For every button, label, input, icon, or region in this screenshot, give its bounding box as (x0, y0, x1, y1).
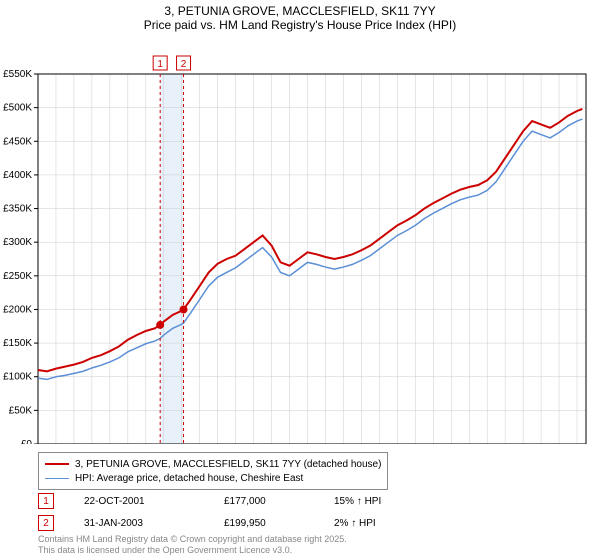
sale-marker-1 (156, 321, 164, 329)
legend: 3, PETUNIA GROVE, MACCLESFIELD, SK11 7YY… (38, 452, 388, 490)
sale-price: £199,950 (224, 518, 304, 529)
sale-date: 31-JAN-2003 (84, 518, 194, 529)
footer-line2: This data is licensed under the Open Gov… (38, 545, 347, 556)
legend-swatch (45, 478, 69, 479)
sale-marker-2 (180, 305, 188, 313)
sale-date: 22-OCT-2001 (84, 496, 194, 507)
svg-text:£200K: £200K (3, 304, 32, 315)
footer-line1: Contains HM Land Registry data © Crown c… (38, 534, 347, 545)
svg-text:£350K: £350K (3, 204, 32, 215)
sale-price: £177,000 (224, 496, 304, 507)
svg-text:£300K: £300K (3, 237, 32, 248)
price-chart: £0 £50K £100K £150K £200K £250K £300K £350K £400… (0, 34, 600, 444)
sale-marker-box: 1 (38, 493, 54, 509)
sale-row-2: 2 31-JAN-2003 £199,950 2% ↑ HPI (38, 512, 424, 534)
legend-label: 3, PETUNIA GROVE, MACCLESFIELD, SK11 7YY… (75, 459, 381, 470)
legend-row-hpi: HPI: Average price, detached house, Ches… (45, 471, 381, 485)
sale-hpi: 15% ↑ HPI (334, 496, 424, 507)
chart-subtitle: Price paid vs. HM Land Registry's House … (0, 18, 600, 34)
svg-text:£450K: £450K (3, 136, 32, 147)
svg-text:1: 1 (157, 59, 163, 70)
legend-swatch (45, 463, 69, 465)
svg-text:£250K: £250K (3, 271, 32, 282)
svg-text:£550K: £550K (3, 69, 32, 80)
svg-text:£400K: £400K (3, 170, 32, 181)
sales-table: 1 22-OCT-2001 £177,000 15% ↑ HPI 2 31-JAN-200… (38, 490, 424, 534)
svg-text:£0: £0 (21, 439, 33, 444)
legend-row-property: 3, PETUNIA GROVE, MACCLESFIELD, SK11 7YY… (45, 457, 381, 471)
svg-text:£50K: £50K (9, 405, 33, 416)
legend-label: HPI: Average price, detached house, Ches… (75, 473, 303, 484)
svg-text:£100K: £100K (3, 372, 32, 383)
footer-attribution: Contains HM Land Registry data © Crown c… (38, 534, 347, 556)
sale-hpi: 2% ↑ HPI (334, 518, 424, 529)
sale-marker-box: 2 (38, 515, 54, 531)
chart-title: 3, PETUNIA GROVE, MACCLESFIELD, SK11 7YY (0, 0, 600, 18)
sale-row-1: 1 22-OCT-2001 £177,000 15% ↑ HPI (38, 490, 424, 512)
svg-text:2: 2 (181, 59, 187, 70)
svg-text:£500K: £500K (3, 103, 32, 114)
svg-text:£150K: £150K (3, 338, 32, 349)
